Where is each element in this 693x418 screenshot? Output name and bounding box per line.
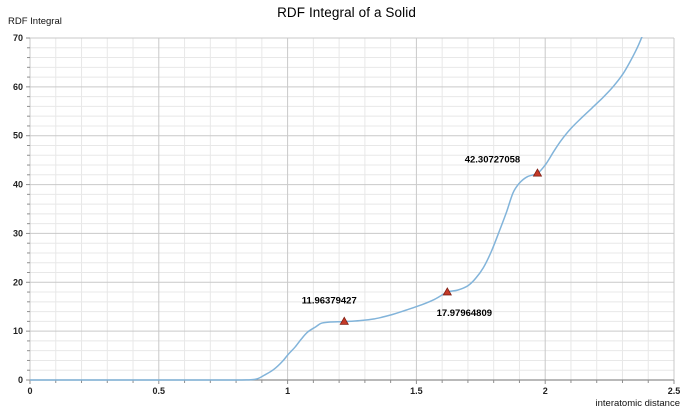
x-tick-label: 2.5 <box>668 386 681 396</box>
x-tick-label: 0 <box>27 386 32 396</box>
x-tick-label: 1 <box>285 386 290 396</box>
x-tick-label: 1.5 <box>410 386 423 396</box>
chart-title: RDF Integral of a Solid <box>277 5 416 20</box>
y-tick-label: 50 <box>13 131 23 141</box>
y-tick-label: 30 <box>13 228 23 238</box>
x-axis-title: interatomic distance <box>595 398 680 409</box>
y-tick-label: 40 <box>13 180 23 190</box>
y-tick-label: 0 <box>18 375 23 385</box>
data-point-marker <box>532 168 543 177</box>
data-point-marker <box>339 316 349 325</box>
x-tick-label: 0.5 <box>153 386 166 396</box>
data-point-label: 11.96379427 <box>302 296 357 307</box>
data-point-label: 17.97964809 <box>437 308 492 319</box>
x-tick-label: 2 <box>543 386 548 396</box>
data-point-label: 42.30727058 <box>465 154 520 165</box>
y-tick-label: 60 <box>13 82 23 92</box>
data-point-marker <box>442 287 453 296</box>
y-axis-title: RDF Integral <box>8 16 62 27</box>
y-tick-label: 20 <box>13 277 23 287</box>
y-tick-label: 70 <box>13 33 23 43</box>
series-line <box>30 37 643 381</box>
y-tick-label: 10 <box>13 326 23 336</box>
